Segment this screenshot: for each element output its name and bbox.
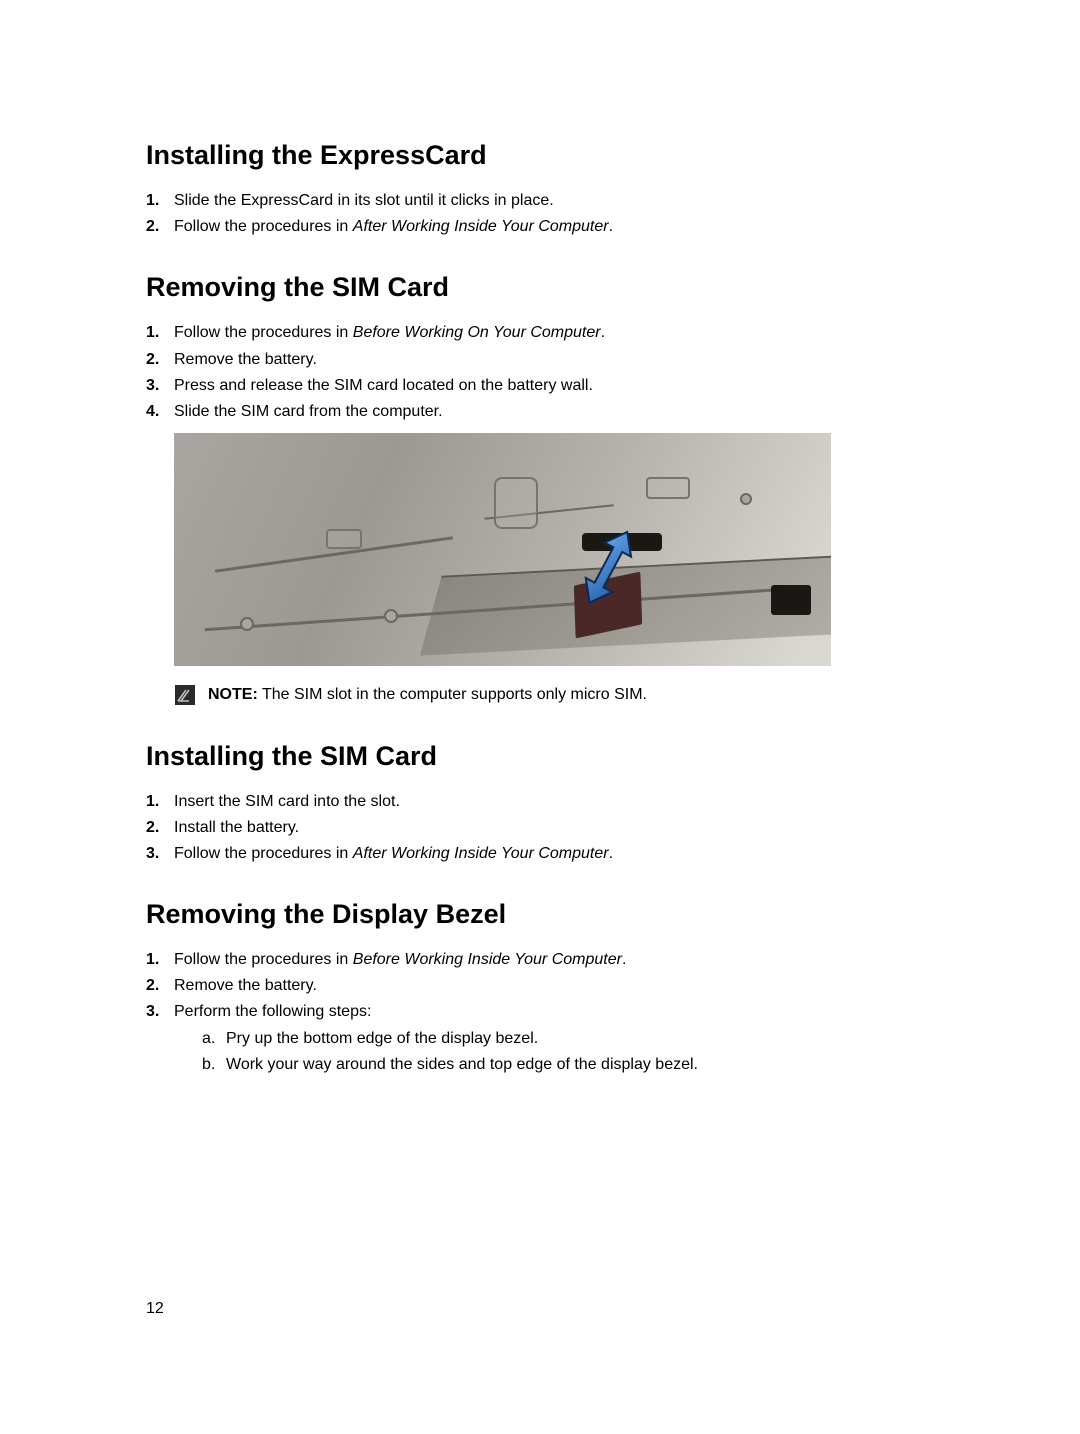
step: Slide the SIM card from the computer. — [146, 400, 940, 423]
steps-removing-sim: Follow the procedures in Before Working … — [146, 321, 940, 423]
heading-installing-expresscard: Installing the ExpressCard — [146, 140, 940, 171]
step-text: Follow the procedures in After Working I… — [174, 215, 940, 238]
heading-installing-sim: Installing the SIM Card — [146, 741, 940, 772]
step-text: Perform the following steps: Pry up the … — [174, 1000, 940, 1079]
section-removing-bezel: Removing the Display Bezel Follow the pr… — [146, 899, 940, 1079]
step: Insert the SIM card into the slot. — [146, 790, 940, 813]
heading-removing-sim: Removing the SIM Card — [146, 272, 940, 303]
step-text: Follow the procedures in Before Working … — [174, 321, 940, 344]
section-installing-sim: Installing the SIM Card Insert the SIM c… — [146, 741, 940, 866]
step-text: Remove the battery. — [174, 348, 940, 371]
step: Install the battery. — [146, 816, 940, 839]
steps-installing-sim: Insert the SIM card into the slot. Insta… — [146, 790, 940, 866]
note: NOTE: The SIM slot in the computer suppo… — [174, 684, 940, 706]
section-removing-sim: Removing the SIM Card Follow the procedu… — [146, 272, 940, 706]
step-text: Remove the battery. — [174, 974, 940, 997]
note-icon — [174, 684, 196, 706]
substeps: Pry up the bottom edge of the display be… — [174, 1027, 940, 1076]
note-text: NOTE: The SIM slot in the computer suppo… — [208, 684, 647, 706]
step: Follow the procedures in Before Working … — [146, 948, 940, 971]
step-text: Install the battery. — [174, 816, 940, 839]
steps-removing-bezel: Follow the procedures in Before Working … — [146, 948, 940, 1079]
step: Press and release the SIM card located o… — [146, 374, 940, 397]
step-text: Insert the SIM card into the slot. — [174, 790, 940, 813]
step: Slide the ExpressCard in its slot until … — [146, 189, 940, 212]
step-text: Follow the procedures in After Working I… — [174, 842, 940, 865]
step: Follow the procedures in Before Working … — [146, 321, 940, 344]
step-text: Press and release the SIM card located o… — [174, 374, 940, 397]
step: Follow the procedures in After Working I… — [146, 215, 940, 238]
step-text: Slide the ExpressCard in its slot until … — [174, 189, 940, 212]
sim-removal-figure — [174, 433, 831, 666]
step-text: Follow the procedures in Before Working … — [174, 948, 940, 971]
step: Remove the battery. — [146, 974, 940, 997]
heading-removing-bezel: Removing the Display Bezel — [146, 899, 940, 930]
step-text: Slide the SIM card from the computer. — [174, 400, 940, 423]
port — [771, 585, 811, 615]
step: Perform the following steps: Pry up the … — [146, 1000, 940, 1079]
section-installing-expresscard: Installing the ExpressCard Slide the Exp… — [146, 140, 940, 238]
step: Remove the battery. — [146, 348, 940, 371]
substep: Work your way around the sides and top e… — [202, 1053, 940, 1076]
page-number: 12 — [146, 1300, 164, 1318]
double-arrow-icon — [572, 525, 642, 615]
step: Follow the procedures in After Working I… — [146, 842, 940, 865]
steps-installing-expresscard: Slide the ExpressCard in its slot until … — [146, 189, 940, 238]
substep: Pry up the bottom edge of the display be… — [202, 1027, 940, 1050]
